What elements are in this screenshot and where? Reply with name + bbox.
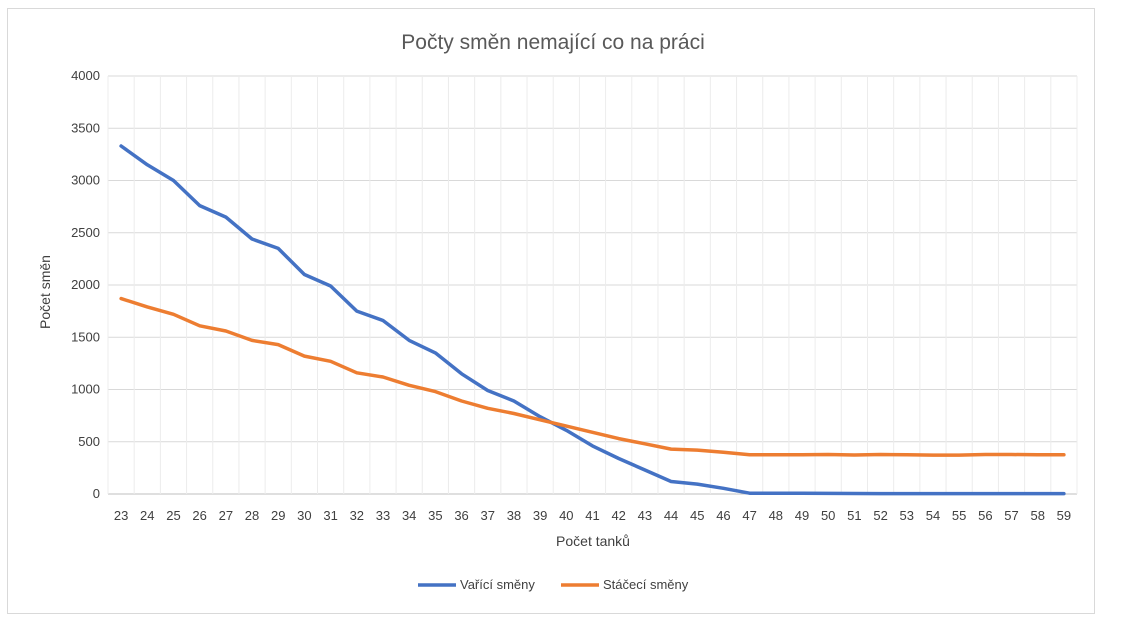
- y-tick-label: 1000: [71, 382, 100, 397]
- x-tick-label: 58: [1030, 508, 1044, 523]
- legend-label: Vařící směny: [460, 577, 535, 592]
- x-tick-label: 48: [769, 508, 783, 523]
- x-tick-label: 25: [166, 508, 180, 523]
- x-tick-label: 31: [323, 508, 337, 523]
- x-tick-label: 53: [900, 508, 914, 523]
- x-tick-label: 33: [376, 508, 390, 523]
- y-axis-ticks: 0 500 1000 1500 2000 2500 3000 3500 4000: [71, 68, 100, 501]
- x-tick-label: 26: [192, 508, 206, 523]
- x-tick-label: 43: [638, 508, 652, 523]
- x-tick-label: 39: [533, 508, 547, 523]
- x-tick-label: 35: [428, 508, 442, 523]
- x-tick-label: 54: [926, 508, 940, 523]
- x-tick-label: 56: [978, 508, 992, 523]
- x-tick-label: 37: [481, 508, 495, 523]
- series-line-1: [119, 144, 1066, 496]
- x-tick-label: 38: [507, 508, 521, 523]
- legend-label: Stáčecí směny: [603, 577, 689, 592]
- x-tick-label: 32: [350, 508, 364, 523]
- x-tick-label: 51: [847, 508, 861, 523]
- x-tick-label: 55: [952, 508, 966, 523]
- x-tick-label: 44: [664, 508, 678, 523]
- chart-title: Počty směn nemající co na práci: [401, 31, 704, 54]
- y-tick-label: 2000: [71, 277, 100, 292]
- x-tick-label: 34: [402, 508, 416, 523]
- x-tick-label: 46: [716, 508, 730, 523]
- y-tick-label: 4000: [71, 68, 100, 83]
- x-axis-ticks: 23 24 25 26 27 28 29 30 31 32 33 34 35 36 37 38 39 40 41 42…: [114, 508, 1071, 523]
- y-tick-label: 3000: [71, 173, 100, 188]
- x-tick-label: 27: [219, 508, 233, 523]
- x-tick-label: 45: [690, 508, 704, 523]
- line-chart: Počty směn nemající co na práci 0 500 1000…: [37, 31, 1078, 592]
- x-tick-label: 59: [1057, 508, 1071, 523]
- y-tick-label: 0: [93, 486, 100, 501]
- x-tick-label: 36: [454, 508, 468, 523]
- y-tick-label: 500: [78, 434, 100, 449]
- y-tick-label: 3500: [71, 120, 100, 135]
- chart-frame: Počty směn nemající co na práci 0 500 1000…: [7, 8, 1095, 614]
- y-axis-label: Počet směn: [37, 255, 53, 329]
- legend: Vařící směny Stáčecí směny: [418, 577, 689, 592]
- x-tick-label: 24: [140, 508, 154, 523]
- x-tick-label: 49: [795, 508, 809, 523]
- x-tick-label: 47: [742, 508, 756, 523]
- x-tick-label: 28: [245, 508, 259, 523]
- grid-lines: [107, 75, 1078, 495]
- x-tick-label: 42: [611, 508, 625, 523]
- x-tick-label: 40: [559, 508, 573, 523]
- x-tick-label: 41: [585, 508, 599, 523]
- x-tick-label: 57: [1004, 508, 1018, 523]
- series-lines: [119, 144, 1066, 496]
- x-tick-label: 30: [297, 508, 311, 523]
- x-tick-label: 50: [821, 508, 835, 523]
- x-axis-label: Počet tanků: [556, 533, 630, 549]
- x-tick-label: 52: [873, 508, 887, 523]
- x-tick-label: 29: [271, 508, 285, 523]
- y-tick-label: 2500: [71, 225, 100, 240]
- x-tick-label: 23: [114, 508, 128, 523]
- y-tick-label: 1500: [71, 329, 100, 344]
- series-line-2: [119, 296, 1066, 457]
